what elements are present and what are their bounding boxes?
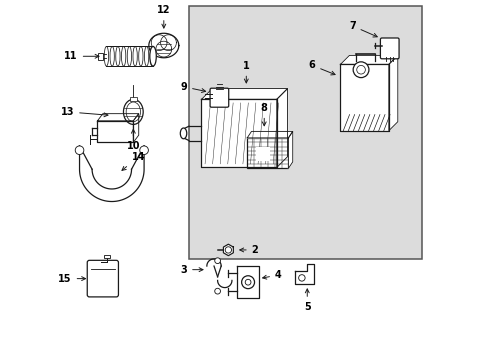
Circle shape — [225, 247, 231, 253]
Circle shape — [352, 62, 368, 78]
Bar — [104, 255, 110, 258]
Ellipse shape — [149, 46, 156, 66]
Circle shape — [214, 288, 220, 294]
Polygon shape — [388, 55, 397, 131]
Text: 13: 13 — [61, 107, 108, 117]
Circle shape — [356, 66, 365, 74]
Text: 14: 14 — [122, 152, 145, 170]
Ellipse shape — [180, 128, 186, 139]
Polygon shape — [340, 64, 388, 131]
Polygon shape — [201, 99, 276, 167]
Bar — [188, 6, 421, 259]
Polygon shape — [288, 131, 292, 168]
Bar — [256, 147, 270, 161]
Circle shape — [244, 279, 250, 285]
Text: 5: 5 — [303, 289, 310, 312]
Circle shape — [241, 276, 254, 289]
Polygon shape — [80, 146, 144, 202]
Polygon shape — [247, 131, 292, 138]
Circle shape — [140, 146, 148, 154]
Ellipse shape — [123, 99, 143, 125]
Text: 2: 2 — [239, 245, 258, 255]
Polygon shape — [97, 114, 139, 121]
Text: 11: 11 — [64, 51, 99, 61]
Text: 6: 6 — [308, 60, 334, 75]
Polygon shape — [237, 266, 258, 298]
Text: 8: 8 — [260, 103, 267, 126]
Polygon shape — [340, 55, 397, 64]
Ellipse shape — [126, 102, 140, 122]
Polygon shape — [151, 35, 167, 50]
Polygon shape — [201, 89, 287, 99]
Circle shape — [298, 275, 305, 281]
Polygon shape — [160, 35, 176, 50]
Text: 4: 4 — [262, 270, 281, 280]
Polygon shape — [156, 41, 171, 57]
Text: 3: 3 — [180, 265, 203, 275]
Bar — [98, 53, 103, 60]
Text: 10: 10 — [126, 129, 140, 151]
Polygon shape — [276, 89, 287, 167]
Bar — [247, 138, 288, 168]
Polygon shape — [148, 33, 179, 58]
Polygon shape — [97, 121, 133, 142]
FancyBboxPatch shape — [380, 38, 398, 59]
Text: 7: 7 — [348, 21, 376, 37]
Text: 15: 15 — [58, 274, 85, 284]
FancyBboxPatch shape — [87, 260, 118, 297]
Circle shape — [75, 146, 83, 154]
Polygon shape — [223, 244, 233, 256]
Bar — [129, 97, 137, 101]
Text: 1: 1 — [243, 60, 249, 83]
Polygon shape — [294, 264, 314, 284]
Text: 9: 9 — [180, 82, 205, 93]
Text: 12: 12 — [157, 5, 170, 28]
Circle shape — [214, 258, 220, 264]
Polygon shape — [133, 114, 139, 142]
FancyBboxPatch shape — [210, 88, 228, 107]
